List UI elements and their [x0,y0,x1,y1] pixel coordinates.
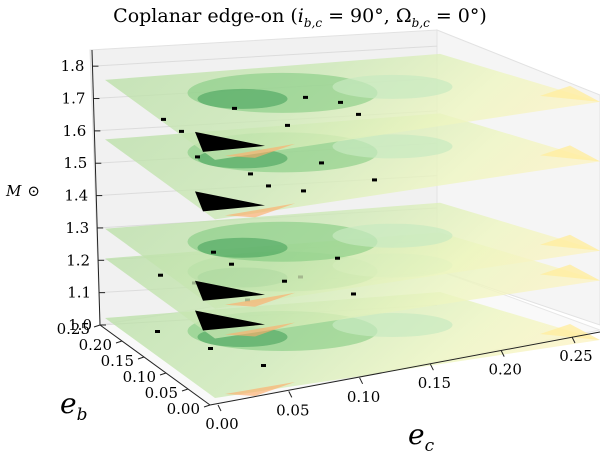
y-axis-label: eb [60,387,87,425]
unstable-marker [261,364,266,367]
contour-region [332,134,453,159]
x-tick-mark [429,363,434,371]
unstable-marker [158,273,163,277]
x-ticks: 0.00 0.05 0.10 0.15 0.20 0.25 [205,336,593,433]
y-tick-label: 0.20 [79,336,112,354]
warm-region [540,324,600,340]
warm-region [540,234,600,251]
y-tick-label: 0.10 [123,368,156,386]
z-tick-label: 1.1 [67,284,91,302]
warm-region [225,143,295,158]
y-tick-label: 0.05 [145,384,178,402]
y-tick-mark [203,404,211,408]
warm-region [540,145,600,162]
y-tick-mark [159,372,167,376]
warm-region [225,292,295,307]
warm-region [540,85,600,102]
x-tick-label: 0.05 [276,401,309,419]
x-tick-mark [571,336,576,344]
x-tick-label: 0.15 [418,374,451,392]
y-tick-mark [137,356,145,360]
x-tick-label: 0.10 [347,388,380,406]
x-tick-label: 0.00 [205,415,238,433]
contour-region [197,237,288,258]
unstable-marker [282,279,287,283]
contour-region [332,74,453,99]
y-tick-label: 0.15 [101,352,134,370]
y-tick-label: 0.00 [167,400,200,418]
z-ticks: 1.0 1.1 1.2 1.3 1.4 1.5 1.6 1.7 1.8 [61,57,106,334]
unstable-marker [335,256,340,260]
x-tick-mark [500,350,505,357]
z-tick-label: 1.8 [61,57,85,75]
x-tick-label: 0.20 [488,361,521,379]
z-axis-line [91,49,101,326]
z-tick-label: 1.4 [64,187,88,205]
z-tick-label: 1.0 [68,316,92,334]
warm-region [540,264,600,281]
z-tick-label: 1.3 [65,219,89,237]
warm-region [225,382,295,396]
x-tick-mark [288,391,293,398]
chart-title: Coplanar edge-on (ib,c = 90°, Ωb,c = 0°) [113,5,487,30]
y-ticks: 0.000.050.100.150.200.25 [57,320,211,418]
contour-region [332,223,453,248]
axes: 1.01.11.21.31.41.51.61.71.8 0.000.050.10… [57,49,600,433]
x-tick-label: 0.25 [559,347,592,365]
unstable-marker [229,262,234,266]
unstable-marker [232,106,237,110]
surface-layer [105,53,600,160]
unstable-marker [155,330,160,333]
y-tick-mark [93,324,101,328]
unstable-marker [211,250,216,254]
unstable-region [195,310,265,331]
contour-region [187,221,378,262]
unstable-marker [248,172,253,176]
unstable-marker [208,347,213,350]
unstable-marker [351,292,356,296]
x-axis-line [209,331,600,406]
x-tick-mark [359,377,364,385]
unstable-marker [338,100,343,104]
warm-region [225,203,295,218]
y-tick-mark [115,340,123,344]
z-tick-label: 1.5 [63,154,87,172]
unstable-marker [285,123,290,127]
contour-region [187,72,378,113]
unstable-marker [179,129,184,133]
unstable-marker [303,95,308,99]
unstable-region [195,131,265,152]
z-axis-label: M ⊙ [5,182,40,200]
unstable-marker [161,117,166,121]
y-tick-mark [181,388,189,392]
z-grid-line [92,45,438,67]
y-axis-line [99,324,211,406]
unstable-marker [356,112,361,116]
contour-region [332,313,453,337]
unstable-marker [372,178,377,182]
surfaces [105,53,600,398]
unstable-marker [266,184,271,188]
unstable-marker [301,189,306,193]
x-tick-mark [217,404,222,412]
unstable-marker [195,155,200,159]
unstable-marker [319,161,324,165]
z-tick-label: 1.2 [66,251,90,269]
z-tick-label: 1.7 [62,90,86,108]
contour-region [197,88,288,109]
x-axis-label: ec [408,418,435,452]
warm-region [225,322,295,337]
z-tick-label: 1.6 [62,122,86,140]
surface-layer [105,202,600,309]
y-tick-label: 0.25 [57,320,90,338]
unstable-region [195,191,265,212]
unstable-region [195,280,265,301]
